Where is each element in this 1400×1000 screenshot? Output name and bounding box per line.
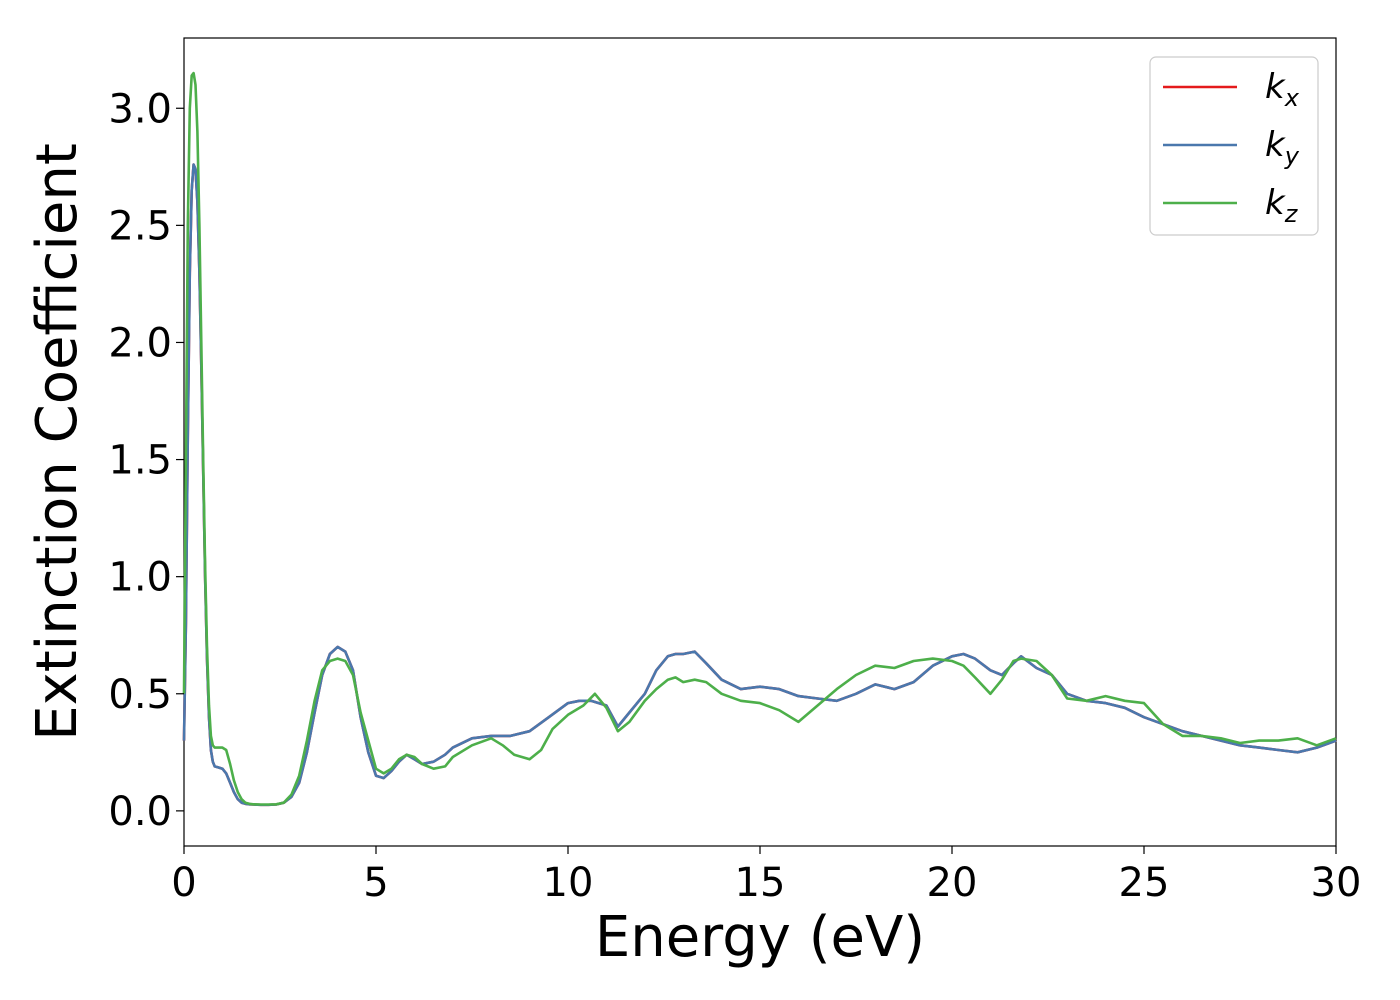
x-tick-label: 25 [1119, 860, 1170, 906]
x-tick-label: 30 [1311, 860, 1362, 906]
x-tick-label: 10 [543, 860, 594, 906]
y-axis-title: Extinction Coefficient [25, 143, 90, 741]
series-line-k-z [182, 71, 1337, 806]
legend-label-k-x: kx [1265, 67, 1300, 112]
x-tick-label: 5 [363, 860, 388, 906]
y-tick-label: 1.5 [108, 438, 172, 484]
series-layer [182, 71, 1337, 807]
y-tick-label: 2.0 [108, 320, 172, 366]
legend-label-k-z: kz [1265, 183, 1299, 228]
x-tick-label: 0 [171, 860, 196, 906]
y-tick-label: 1.0 [108, 555, 172, 601]
legend-label-k-y: ky [1265, 125, 1300, 170]
legend: kx ky kz [1149, 56, 1319, 236]
ticks-layer: 0 5 10 15 20 25 30 0.0 0.5 1.0 1.5 2.0 2.5 3.0 [108, 86, 1361, 906]
y-tick-label: 3.0 [108, 86, 172, 132]
y-tick-label: 2.5 [108, 203, 172, 249]
y-tick-label: 0.0 [108, 789, 172, 835]
y-tick-label: 0.5 [108, 672, 172, 718]
x-tick-label: 15 [735, 860, 786, 906]
x-axis-title: Energy (eV) [595, 905, 925, 970]
x-tick-label: 20 [927, 860, 978, 906]
